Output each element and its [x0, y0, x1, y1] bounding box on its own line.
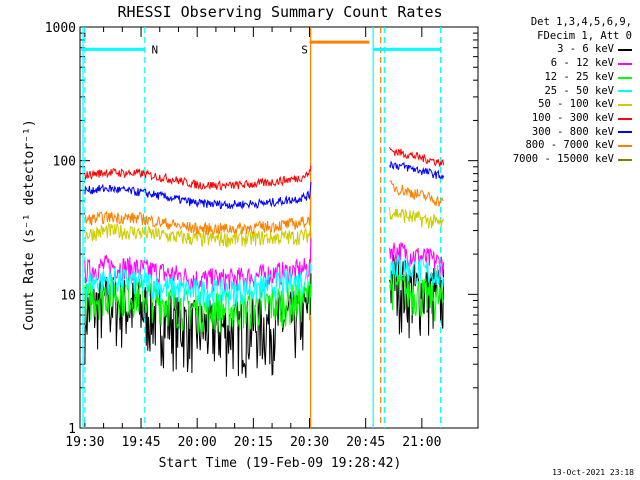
chart-title: RHESSI Observing Summary Count Rates [117, 3, 442, 21]
legend-swatch [618, 145, 632, 148]
legend-item: 100 - 300 keV [513, 112, 632, 126]
legend-swatch [618, 131, 632, 134]
legend-item: 50 - 100 keV [513, 98, 632, 112]
legend-item: 7000 - 15000 keV [513, 153, 632, 167]
series-line [84, 263, 312, 308]
legend-item-label: 50 - 100 keV [538, 98, 614, 111]
y-tick-label: 100 [53, 155, 76, 170]
x-tick-label: 19:30 [65, 435, 104, 450]
legend-swatch [618, 158, 632, 161]
x-axis-label: Start Time (19-Feb-09 19:28:42) [159, 456, 402, 471]
series-line [84, 181, 312, 210]
plot-frame: 1 10 100 1000 19:30 19:45 20:00 20:15 20:30 20:45… [45, 21, 479, 450]
legend-item-label: 3 - 6 keV [557, 43, 614, 56]
legend-item: 25 - 50 keV [513, 85, 632, 99]
legend-header-line-1: Det 1,3,4,5,6,9, [530, 16, 632, 28]
y-tick-label: 1 [68, 422, 76, 437]
plot-border [79, 26, 479, 429]
series-line [84, 274, 312, 335]
legend-swatch [618, 90, 632, 93]
x-tick-label: 20:00 [178, 435, 217, 450]
legend-item: 12 - 25 keV [513, 71, 632, 85]
x-tick-label: 20:30 [290, 435, 329, 450]
legend-swatch [618, 117, 632, 120]
legend-item-label: 25 - 50 keV [544, 84, 614, 97]
series-line [389, 254, 445, 287]
series-line [389, 206, 445, 229]
y-tick-label: 10 [60, 288, 76, 303]
y-axis-label: Count Rate (s⁻¹ detector⁻¹) [22, 119, 37, 330]
legend-item: 800 - 7000 keV [513, 139, 632, 153]
series-line [84, 165, 312, 191]
flag-label-S: S [301, 43, 308, 56]
legend-swatch [618, 62, 632, 65]
y-tick-label: 1000 [45, 21, 76, 36]
series-line [389, 160, 445, 181]
legend-item: 300 - 800 keV [513, 126, 632, 140]
legend-swatch [618, 76, 632, 79]
legend-item-label: 800 - 7000 keV [525, 139, 614, 152]
series-line [389, 180, 444, 207]
legend-item-label: 300 - 800 keV [531, 125, 614, 138]
legend-item: 3 - 6 keV [513, 43, 632, 57]
data-series [84, 146, 445, 378]
x-tick-label: 20:15 [234, 435, 273, 450]
legend-item-label: 6 - 12 keV [550, 57, 614, 70]
flag-label-N: N [152, 43, 159, 56]
series-line [389, 146, 445, 167]
legend-item-label: 100 - 300 keV [531, 111, 614, 124]
x-tick-label: 19:45 [121, 435, 160, 450]
legend-item-label: 12 - 25 keV [544, 70, 614, 83]
legend-swatch [618, 104, 632, 107]
legend-header-line-2: FDecim 1, Att 0 [537, 29, 632, 42]
legend-item-label: 7000 - 15000 keV [512, 153, 614, 166]
x-tick-label: 21:00 [402, 435, 441, 450]
x-tick-label: 20:45 [346, 435, 385, 450]
legend: Det 1,3,4,5,6,9, FDecim 1, Att 0 3 - 6 k… [513, 16, 632, 167]
legend-swatch [618, 49, 632, 52]
series-line [389, 268, 445, 322]
legend-item: 6 - 12 keV [513, 57, 632, 71]
timestamp: 13-Oct-2021 23:18 [552, 468, 634, 477]
series-line [84, 210, 312, 236]
series-line [84, 220, 312, 249]
